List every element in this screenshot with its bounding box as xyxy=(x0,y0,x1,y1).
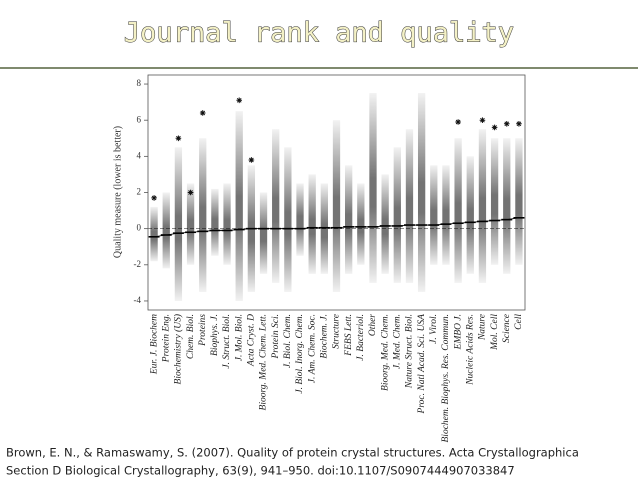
median-trend xyxy=(154,217,519,238)
x-tick-label: Proc. Natl Acad. Sci. USA xyxy=(417,314,427,415)
x-tick-label: Biochem. Biophys. Res. Commun. xyxy=(441,314,451,443)
point-cloud xyxy=(150,206,158,262)
x-tick-label: J. Struct. Biol. xyxy=(222,314,232,369)
x-tick-label: FEBS Lett. xyxy=(344,314,354,357)
point-cloud xyxy=(357,183,365,265)
x-tick-label: Proteins xyxy=(198,314,208,347)
y-tick-label: 0 xyxy=(137,223,142,233)
point-cloud xyxy=(417,93,426,292)
x-tick-label: J. Med. Chem. xyxy=(392,314,402,369)
point-cloud xyxy=(235,111,243,301)
point-cloud xyxy=(174,147,183,301)
outlier-star xyxy=(516,121,522,127)
y-tick-label: 2 xyxy=(137,187,142,197)
slide-title: Journal rank and quality xyxy=(124,18,514,49)
point-cloud xyxy=(345,165,353,274)
outlier-star xyxy=(175,135,182,142)
outlier-star xyxy=(236,97,243,104)
outlier-star xyxy=(151,195,157,201)
point-cloud xyxy=(223,183,231,265)
x-tick-label: Nature xyxy=(478,314,488,341)
point-cloud xyxy=(381,174,389,274)
x-tick-label: Biophys. J. xyxy=(210,314,220,356)
x-tick-label: J. Biol. Chem. xyxy=(283,314,293,368)
y-tick-label: 6 xyxy=(137,114,142,124)
y-tick-label: 4 xyxy=(137,150,142,160)
x-tick-label: Other xyxy=(368,314,378,336)
point-cloud xyxy=(259,192,268,274)
x-tick-label: Chem. Biol. xyxy=(186,314,196,359)
outlier-star xyxy=(479,117,486,123)
outlier-star xyxy=(248,157,255,163)
point-cloud xyxy=(186,183,195,265)
x-tick-label: J. Mol. Biol. xyxy=(234,314,244,361)
x-tick-label: Protein Eng. xyxy=(161,314,171,363)
x-tick-label: Acta Cryst. D xyxy=(247,314,257,367)
x-tick-label: Science xyxy=(502,314,512,343)
point-cloud xyxy=(454,138,462,283)
x-tick-label: Cell xyxy=(514,314,524,330)
y-axis-label: Quality measure (lower is better) xyxy=(112,126,123,258)
point-cloud xyxy=(430,165,438,265)
x-tick-label: Eur. J. Biochem xyxy=(149,314,159,375)
x-tick-label: Protein Sci. xyxy=(271,314,281,360)
point-cloud xyxy=(308,174,316,274)
x-tick-label: Bioorg. Med. Chem. xyxy=(380,314,390,391)
x-tick-label: Nucleic Acids Res. xyxy=(465,314,475,386)
x-tick-label: Mol. Cell xyxy=(490,314,500,351)
x-tick-label: J. Bacteriol. xyxy=(356,314,366,361)
point-cloud xyxy=(320,183,328,274)
point-cloud xyxy=(478,129,487,283)
citation-line: Section D Biological Crystallography, 63… xyxy=(6,464,515,478)
x-tick-label: J. Virol. xyxy=(429,314,439,344)
x-tick-label: J. Am. Chem. Soc. xyxy=(307,314,317,383)
point-cloud xyxy=(503,138,511,274)
x-tick-label: EMBO J. xyxy=(453,314,463,350)
point-cloud xyxy=(466,156,474,274)
point-cloud xyxy=(490,138,499,265)
x-tick-label: Structure xyxy=(332,314,342,349)
point-cloud xyxy=(393,147,401,283)
outlier-star xyxy=(187,189,194,196)
x-tick-label: Biochemistry (US) xyxy=(173,314,184,384)
x-tick-label: Nature Struct. Biol. xyxy=(405,314,415,389)
citation-line: Brown, E. N., & Ramaswamy, S. (2007). Qu… xyxy=(6,446,579,460)
point-cloud xyxy=(296,183,304,256)
outlier-star xyxy=(503,121,510,127)
outlier-star xyxy=(491,124,498,131)
y-tick-label: -2 xyxy=(134,259,142,269)
x-tick-label: J. Biol. Inorg. Chem. xyxy=(295,314,305,394)
point-cloud xyxy=(369,93,377,283)
outlier-star xyxy=(199,110,206,116)
point-cloud xyxy=(199,138,207,292)
point-cloud xyxy=(211,188,219,256)
outlier-star xyxy=(455,119,461,125)
point-cloud xyxy=(272,129,280,283)
point-cloud xyxy=(442,165,450,265)
x-tick-label: Bioorg. Med. Chem. Lett. xyxy=(259,314,269,410)
y-tick-label: -4 xyxy=(134,295,142,305)
point-cloud xyxy=(515,138,523,265)
x-tick-label: Biochem. J. xyxy=(320,314,330,359)
point-cloud xyxy=(162,192,170,269)
y-tick-label: 8 xyxy=(137,78,142,88)
point-cloud xyxy=(284,147,292,292)
point-cloud xyxy=(332,120,341,292)
point-cloud xyxy=(405,129,414,283)
